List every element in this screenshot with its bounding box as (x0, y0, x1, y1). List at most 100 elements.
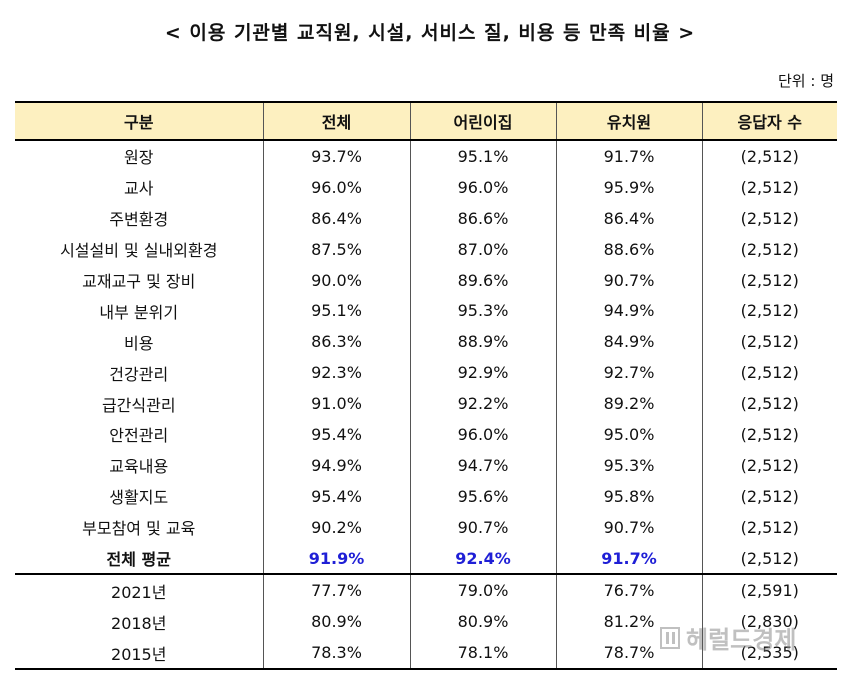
table-row: 시설설비 및 실내외환경 87.5% 87.0% 88.6% (2,512) (15, 233, 837, 265)
cell-total: 95.4% (262, 419, 410, 450)
table-row: 교사 96.0% 96.0% 95.9% (2,512) (15, 171, 837, 203)
cell-respondents: (2,512) (701, 449, 837, 481)
cell-kindergarten: 88.6% (555, 233, 702, 265)
cell-total: 91.9% (262, 542, 410, 575)
table-title: < 이용 기관별 교직원, 시설, 서비스 질, 비용 등 만족 비율 > (164, 22, 696, 44)
cell-daycare: 78.1% (409, 637, 556, 671)
newspaper-logo-icon (660, 626, 680, 649)
cell-total: 78.3% (262, 637, 410, 671)
cell-kindergarten: 90.7% (555, 511, 702, 543)
cell-total: 77.7% (262, 573, 410, 607)
cell-daycare: 94.7% (409, 449, 556, 481)
cell-kindergarten: 84.9% (555, 326, 702, 358)
cell-kindergarten: 89.2% (555, 388, 702, 420)
cell-respondents: (2,512) (701, 419, 837, 450)
cell-total: 90.2% (262, 511, 410, 543)
table-row: 교재교구 및 장비 90.0% 89.6% 90.7% (2,512) (15, 264, 837, 296)
satisfaction-table: 구분 전체 어린이집 유치원 응답자 수 원장 93.7% 95.1% 91.7% (2… (15, 101, 837, 671)
cell-respondents: (2,535) (701, 637, 837, 671)
cell-daycare: 92.9% (409, 357, 556, 389)
cell-kindergarten: 76.7% (555, 573, 702, 607)
cell-total: 86.3% (262, 326, 410, 358)
cell-total: 95.1% (262, 295, 410, 327)
cell-total: 96.0% (262, 171, 410, 203)
cell-daycare: 90.7% (409, 511, 556, 543)
cell-daycare: 87.0% (409, 233, 556, 265)
header-total: 전체 (262, 101, 410, 141)
cell-daycare: 92.4% (409, 542, 556, 575)
cell-daycare: 95.1% (409, 140, 556, 172)
table-row: 비용 86.3% 88.9% 84.9% (2,512) (15, 326, 837, 358)
table-row: 2015년 78.3% 78.1% 78.7% (2,535) (15, 637, 837, 671)
cell-total: 80.9% (262, 606, 410, 638)
header-respondents: 응답자 수 (701, 101, 837, 141)
cell-category: 교육내용 (109, 457, 169, 477)
cell-respondents: (2,512) (701, 295, 837, 327)
cell-kindergarten: 95.0% (555, 419, 702, 450)
cell-category: 시설설비 및 실내외환경 (60, 241, 218, 261)
cell-respondents: (2,591) (701, 573, 837, 607)
cell-category: 전체 평균 (106, 550, 171, 570)
cell-respondents: (2,512) (701, 542, 837, 575)
cell-respondents: (2,512) (701, 388, 837, 420)
cell-kindergarten: 95.8% (555, 480, 702, 512)
cell-category: 주변환경 (109, 210, 169, 230)
table-row: 2021년 77.7% 79.0% 76.7% (2,591) (15, 573, 837, 607)
table-row: 원장 93.7% 95.1% 91.7% (2,512) (15, 140, 837, 172)
cell-daycare: 95.6% (409, 480, 556, 512)
cell-respondents: (2,512) (701, 264, 837, 296)
cell-daycare: 80.9% (409, 606, 556, 638)
cell-category: 건강관리 (109, 364, 169, 384)
table-row: 교육내용 94.9% 94.7% 95.3% (2,512) (15, 449, 837, 481)
cell-kindergarten: 81.2% (555, 606, 702, 638)
cell-category: 교재교구 및 장비 (82, 272, 196, 291)
table-row: 부모참여 및 교육 90.2% 90.7% 90.7% (2,512) (15, 511, 837, 543)
cell-kindergarten: 95.9% (555, 171, 702, 203)
cell-daycare: 88.9% (409, 326, 556, 358)
cell-daycare: 86.6% (409, 202, 556, 234)
cell-total: 91.0% (262, 388, 410, 420)
cell-kindergarten: 91.7% (555, 542, 702, 575)
cell-daycare: 96.0% (409, 171, 556, 203)
table-row: 전체 평균 91.9% 92.4% 91.7% (2,512) (15, 542, 837, 575)
cell-kindergarten: 95.3% (555, 449, 702, 481)
header-row: 구분 전체 어린이집 유치원 응답자 수 (15, 101, 837, 141)
header-daycare: 어린이집 (409, 101, 556, 141)
watermark-text: 헤럴드경제 (686, 626, 797, 654)
cell-total: 92.3% (262, 357, 410, 389)
cell-respondents: (2,512) (701, 326, 837, 358)
table-row: 안전관리 95.4% 96.0% 95.0% (2,512) (15, 419, 837, 450)
cell-respondents: (2,512) (701, 233, 837, 265)
cell-respondents: (2,512) (701, 140, 837, 172)
cell-category: 내부 분위기 (99, 302, 179, 322)
cell-kindergarten: 92.7% (555, 357, 702, 389)
cell-respondents: (2,512) (701, 480, 837, 512)
cell-daycare: 89.6% (409, 264, 556, 296)
cell-respondents: (2,830) (701, 606, 837, 638)
cell-category: 2018년 (111, 613, 167, 633)
cell-kindergarten: 91.7% (555, 140, 702, 172)
cell-category: 교사 (124, 179, 154, 199)
cell-total: 94.9% (262, 449, 410, 481)
cell-daycare: 92.2% (409, 388, 556, 420)
unit-label: 단위 : 명 (778, 72, 834, 90)
cell-category: 2015년 (15, 637, 263, 671)
table-row: 2018년 80.9% 80.9% 81.2% (2,830) (15, 606, 837, 638)
table-row: 생활지도 95.4% 95.6% 95.8% (2,512) (15, 480, 837, 512)
table-row: 내부 분위기 95.1% 95.3% 94.9% (2,512) (15, 295, 837, 327)
cell-respondents: (2,512) (701, 171, 837, 203)
cell-kindergarten: 78.7% (555, 637, 702, 671)
cell-daycare: 95.3% (409, 295, 556, 327)
cell-respondents: (2,512) (701, 202, 837, 234)
table-row: 급간식관리 91.0% 92.2% 89.2% (2,512) (15, 388, 837, 420)
cell-daycare: 96.0% (409, 419, 556, 450)
cell-category: 2021년 (15, 573, 263, 607)
cell-total: 86.4% (262, 202, 410, 234)
table-body: 원장 93.7% 95.1% 91.7% (2,512) 교사 96.0% 96.0% 95.9… (15, 140, 837, 671)
table-row: 건강관리 92.3% 92.9% 92.7% (2,512) (15, 357, 837, 389)
header-kindergarten: 유치원 (555, 101, 702, 141)
cell-category: 급간식관리 (101, 395, 176, 415)
cell-category: 비용 (124, 333, 154, 353)
cell-category: 생활지도 (109, 488, 169, 508)
header-category: 구분 (15, 101, 263, 141)
